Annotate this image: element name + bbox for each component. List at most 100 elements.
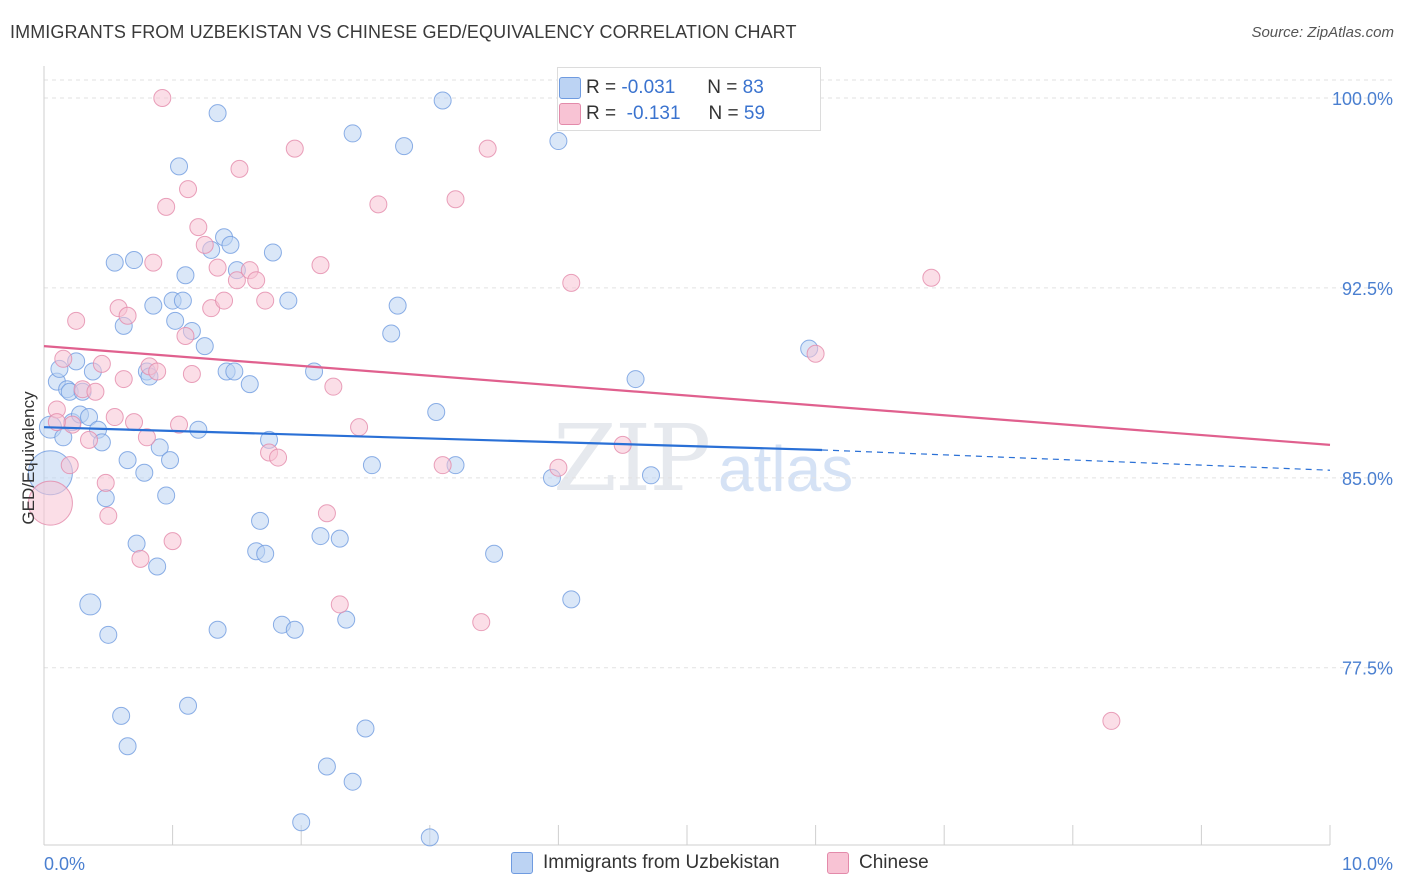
uzbekistan-point — [221, 235, 240, 254]
legend-row-uzbekistan: R = -0.031 N = 83 — [559, 76, 764, 100]
bottom-legend-uzbekistan: Immigrants from Uzbekistan — [511, 852, 780, 874]
y-tick-label: 100.0% — [1332, 89, 1393, 109]
bottom-legend-swatch-uzbekistan — [511, 852, 533, 874]
source-label: Source: ZipAtlas.com — [1251, 24, 1394, 41]
chinese-point — [208, 258, 227, 277]
chinese-point — [105, 408, 124, 427]
uzbekistan-point — [317, 757, 336, 776]
uzbekistan-point — [292, 813, 311, 832]
uzbekistan-point — [195, 337, 214, 356]
legend-n-label: N = — [708, 103, 739, 124]
chinese-point — [131, 549, 150, 568]
x-tick-label-max: 10.0% — [1342, 854, 1393, 874]
uzbekistan-point — [80, 408, 99, 427]
chinese-point — [179, 180, 198, 199]
chinese-point — [215, 291, 234, 310]
uzbekistan-point — [343, 772, 362, 791]
uzbekistan-trend-line — [43, 426, 823, 452]
chinese-point — [472, 613, 491, 632]
bottom-legend-swatch-chinese — [827, 852, 849, 874]
chinese-point — [247, 271, 266, 290]
uzbekistan-point — [208, 620, 227, 639]
y-tick-label: 85.0% — [1342, 469, 1393, 489]
uzbekistan-point — [562, 590, 581, 609]
chinese-point — [562, 273, 581, 292]
chinese-point — [137, 428, 156, 447]
chinese-point — [227, 271, 246, 290]
uzbekistan-point — [148, 557, 167, 576]
uzbekistan-point — [150, 438, 169, 457]
chinese-point — [369, 195, 388, 214]
uzbekistan-point — [641, 466, 660, 485]
legend-n-label: N = — [707, 77, 738, 98]
uzbekistan-point — [96, 489, 115, 508]
chinese-point — [148, 362, 167, 381]
uzbekistan-point — [240, 375, 259, 394]
uzbekistan-point — [251, 511, 270, 530]
chinese-point — [157, 197, 176, 216]
chinese-point — [433, 456, 452, 475]
uzbekistan-point — [179, 696, 198, 715]
chinese-point — [96, 473, 115, 492]
legend-r-label: R = — [586, 77, 617, 98]
chinese-point — [86, 382, 105, 401]
legend-row-chinese: R = -0.131 N = 59 — [559, 102, 765, 126]
uzbekistan-point — [433, 91, 452, 110]
legend-r-label: R = — [586, 103, 617, 124]
uzbekistan-point — [170, 157, 189, 176]
uzbekistan-point — [112, 706, 131, 725]
chinese-point — [446, 190, 465, 209]
uzbekistan-point — [161, 451, 180, 470]
chinese-point — [182, 365, 201, 383]
chinese-point — [922, 268, 941, 287]
chinese-point — [118, 306, 137, 325]
watermark-zip: ZIP — [553, 405, 711, 512]
chinese-point — [311, 256, 330, 275]
y-tick-label: 92.5% — [1342, 279, 1393, 299]
chinese-point — [54, 349, 73, 368]
axis-labels: 77.5% 85.0% 92.5% 100.0% 0.0% 10.0% GED/Equiva… — [19, 89, 1393, 874]
chinese-point — [230, 159, 249, 178]
chinese-point — [317, 504, 336, 523]
chinese-point — [176, 327, 195, 346]
chinese-point — [163, 532, 182, 551]
uzbekistan-point — [208, 104, 227, 123]
bottom-legend-chinese: Chinese — [827, 852, 929, 874]
uzbekistan-point — [263, 243, 282, 262]
uzbekistan-point — [157, 486, 176, 505]
uzbekistan-point — [420, 828, 439, 847]
bottom-legend-label-uzbekistan: Immigrants from Uzbekistan — [543, 852, 780, 873]
uzbekistan-point — [279, 291, 298, 310]
y-tick-label: 77.5% — [1342, 659, 1393, 679]
uzbekistan-point — [549, 132, 568, 151]
legend-n-value: 83 — [742, 77, 764, 98]
y-axis-title: GED/Equivalency — [19, 391, 38, 525]
uzbekistan-trend-extension — [822, 449, 1331, 471]
chinese-trend-line — [43, 345, 1331, 446]
chinese-point — [269, 448, 288, 467]
uzbekistan-point — [356, 719, 375, 738]
chinese-point — [256, 291, 275, 310]
uzbekistan-point — [362, 456, 381, 475]
chinese-point — [285, 139, 304, 158]
uzbekistan-point — [166, 311, 185, 330]
chinese-point — [195, 235, 214, 254]
uzbekistan-point — [382, 324, 401, 343]
chinese-point — [330, 595, 349, 614]
correlation-legend: R = -0.031 N = 83 R = -0.131 N = 59 — [557, 67, 821, 131]
trend-lines — [43, 345, 1331, 471]
axes — [43, 66, 1331, 846]
uzbekistan-point — [395, 137, 414, 156]
data-points — [27, 88, 1121, 847]
uzbekistan-point — [118, 737, 137, 756]
uzbekistan-point — [79, 593, 102, 616]
chinese-point — [125, 413, 144, 432]
chart-title: IMMIGRANTS FROM UZBEKISTAN VS CHINESE GE… — [10, 22, 797, 42]
uzbekistan-point — [189, 420, 208, 439]
uzbekistan-point — [337, 610, 356, 629]
uzbekistan-point — [125, 251, 144, 270]
uzbekistan-point — [127, 534, 146, 553]
uzbekistan-point — [330, 529, 349, 548]
uzbekistan-point — [311, 527, 330, 546]
chinese-point — [170, 415, 189, 434]
